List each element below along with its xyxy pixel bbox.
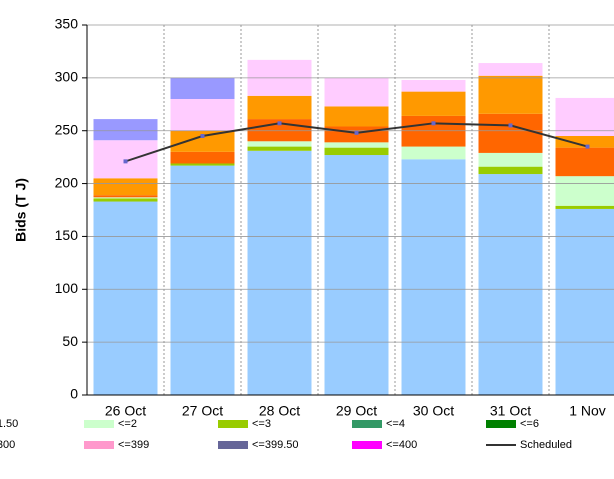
bar-segment (555, 147, 614, 177)
bar-segment (478, 63, 543, 76)
bar-segment (170, 130, 235, 152)
bar-segment (93, 119, 158, 141)
y-tick-label: 350 (55, 16, 79, 32)
legend-swatch (84, 441, 114, 449)
y-tick-label: 300 (55, 69, 79, 85)
bar-segment (478, 152, 543, 167)
bar-segment (93, 201, 158, 395)
bar-segment (170, 151, 235, 164)
bar-segment (555, 97, 614, 136)
bar-segment (478, 166, 543, 175)
x-tick-label: 29 Oct (336, 403, 377, 419)
y-axis-title: Bids (T J) (13, 178, 29, 242)
y-tick-label: 100 (55, 280, 79, 296)
bar-segment (170, 99, 235, 131)
x-tick-label: 27 Oct (182, 403, 223, 419)
x-tick-label: 31 Oct (490, 403, 531, 419)
bar-segment (401, 91, 466, 116)
legend-swatch (218, 420, 248, 428)
legend-label: <=400 (386, 439, 417, 451)
legend-label: <=6 (520, 418, 539, 430)
bar-segment (478, 174, 543, 395)
legend-swatch (486, 420, 516, 428)
bar-segment (170, 163, 235, 166)
legend-label: <=4 (386, 418, 405, 430)
bar-segment (401, 79, 466, 92)
x-tick-label: 30 Oct (413, 403, 454, 419)
y-tick-label: 0 (70, 386, 78, 402)
bar-segment (93, 140, 158, 179)
legend-label: <=3 (252, 418, 271, 430)
bar-segment (93, 198, 158, 202)
bar-segment (247, 150, 312, 395)
line-marker (123, 159, 128, 164)
bar-segment (247, 146, 312, 151)
line-marker (431, 121, 436, 126)
bar-segment (324, 155, 389, 395)
legend-label: Scheduled (520, 439, 572, 451)
y-tick-label: 150 (55, 227, 79, 243)
bar-segment (93, 195, 158, 198)
bar-segment (401, 146, 466, 160)
bar-segment (401, 115, 466, 147)
bar-segment (170, 77, 235, 99)
legend-swatch (218, 441, 248, 449)
legend-swatch (352, 441, 382, 449)
bar-segment (170, 165, 235, 395)
bar-segment (478, 75, 543, 114)
line-marker (354, 130, 359, 135)
legend-label: <=399 (118, 439, 149, 451)
bar-segment (555, 176, 614, 206)
bar-segment (324, 147, 389, 156)
bar-segment (93, 197, 158, 199)
y-tick-label: 200 (55, 174, 79, 190)
x-tick-label: 28 Oct (259, 403, 300, 419)
bar-segment (247, 95, 312, 120)
bar-segment (324, 142, 389, 148)
bar-segment (324, 77, 389, 107)
bar-segment (555, 205, 614, 209)
x-tick-label: 26 Oct (105, 403, 146, 419)
bar-segment (555, 136, 614, 148)
legend-label: <=2 (118, 418, 137, 430)
line-marker (508, 123, 513, 128)
bar-segment (401, 159, 466, 395)
y-tick-label: 50 (62, 333, 78, 349)
legend-swatch (352, 420, 382, 428)
bar-segment (478, 113, 543, 153)
bar-segment (324, 106, 389, 127)
line-marker (200, 134, 205, 138)
legend-label: <=399.50 (252, 439, 299, 451)
legend-label: <=300 (0, 439, 15, 451)
x-tick-label: 1 Nov (569, 403, 606, 419)
line-marker (585, 144, 590, 149)
legend-swatch (84, 420, 114, 428)
bar-segment (555, 208, 614, 395)
bar-segment (93, 178, 158, 196)
y-tick-label: 250 (55, 121, 79, 137)
bar-segment (247, 141, 312, 147)
line-marker (277, 121, 282, 126)
legend-label: <=1.50 (0, 418, 18, 430)
